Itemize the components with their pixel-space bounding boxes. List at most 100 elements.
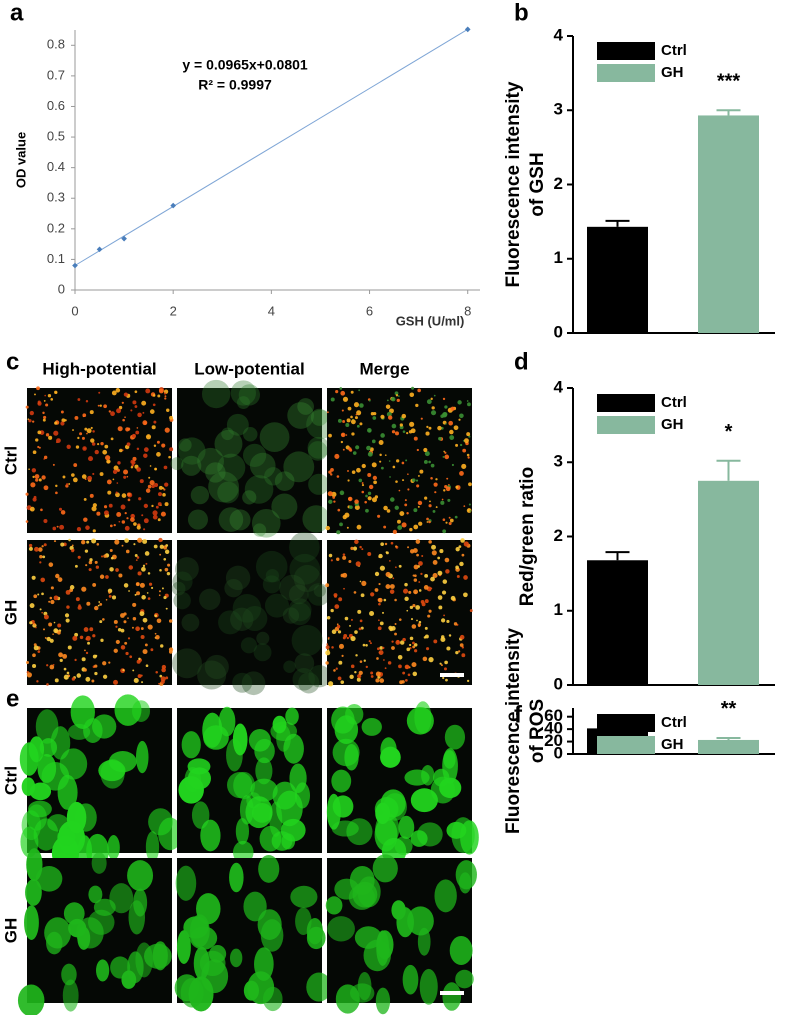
cell-signal (271, 493, 298, 520)
cell-signal (137, 571, 142, 576)
cell-signal (157, 502, 162, 506)
cell-signal (157, 394, 161, 398)
cell-signal (325, 583, 330, 588)
cell (175, 865, 197, 901)
cell-signal (90, 426, 93, 430)
cell-signal (115, 568, 119, 572)
cell-signal (67, 645, 72, 650)
cell-signal (83, 627, 89, 632)
cell-signal (347, 496, 353, 502)
y-tick-label: 1 (554, 600, 563, 619)
cell-signal (340, 440, 344, 444)
cell-signal (66, 605, 70, 609)
cell-signal (143, 503, 149, 509)
cell-signal (123, 475, 127, 479)
cell-signal (151, 504, 154, 508)
cell (132, 700, 151, 722)
cell-signal (444, 454, 450, 460)
panel-letter: f (514, 701, 523, 728)
cell-signal (467, 402, 471, 407)
cell-signal (383, 525, 387, 529)
cell-signal (428, 426, 432, 430)
row-label: GH (1, 600, 20, 626)
cell-signal (92, 472, 95, 476)
cell-signal (302, 505, 330, 533)
cell-signal (336, 623, 339, 626)
cell (127, 860, 154, 891)
cell-signal (399, 511, 405, 517)
cell-signal (307, 583, 331, 606)
cell-signal (445, 423, 447, 425)
cell-signal (50, 586, 54, 590)
cell-signal (57, 623, 62, 628)
cell-signal (126, 442, 131, 447)
cell-signal (369, 611, 375, 617)
micrograph (27, 540, 172, 685)
cell-signal (335, 667, 338, 670)
y-tick-label: 0.2 (47, 220, 65, 235)
cell (334, 715, 359, 744)
cell-signal (347, 470, 349, 472)
cell-signal (380, 433, 385, 438)
cell (21, 777, 36, 796)
cell-signal (124, 641, 128, 645)
cell (25, 879, 42, 906)
cell-signal (426, 425, 429, 429)
cell-signal (343, 633, 348, 638)
cell-signal (88, 568, 92, 572)
cell-signal (108, 661, 111, 664)
cell-signal (109, 548, 113, 553)
cell-signal (466, 432, 471, 437)
cell-signal (29, 506, 35, 512)
cell-signal (327, 491, 333, 497)
cell-signal (308, 473, 330, 495)
cell-signal (399, 680, 403, 685)
cell-signal (140, 635, 145, 640)
cell (442, 982, 462, 1011)
cell-signal (380, 542, 384, 546)
cell-signal (391, 646, 395, 650)
cell-signal (94, 605, 99, 611)
bar (698, 480, 759, 685)
cell-signal (327, 649, 330, 652)
cell-signal (342, 419, 346, 423)
cell-signal (325, 650, 331, 656)
cell-signal (69, 585, 75, 590)
cell-signal (443, 614, 446, 617)
cell (446, 821, 467, 839)
cell-signal (308, 665, 331, 688)
cell-signal (103, 505, 108, 509)
cell-signal (408, 590, 412, 594)
y-axis-label: Fluorescence intensity (503, 81, 524, 287)
cell-signal (38, 478, 42, 482)
cell-signal (166, 408, 170, 412)
x-tick-label: 6 (366, 303, 373, 318)
cell (180, 977, 204, 1008)
cell-signal (390, 541, 394, 545)
cell-signal (94, 449, 99, 455)
y-tick-label: 0 (58, 281, 65, 296)
cell (372, 854, 398, 883)
cell-signal (218, 610, 243, 635)
cell-signal (115, 491, 118, 494)
cell-signal (383, 505, 388, 511)
cell-signal (83, 517, 88, 522)
cell-signal (366, 445, 371, 451)
cell-signal (398, 618, 402, 621)
cell-signal (32, 653, 36, 658)
cell (391, 900, 406, 920)
cell-signal (365, 665, 369, 669)
cell-signal (100, 441, 104, 446)
cell-signal (95, 565, 100, 569)
cell-signal (468, 435, 471, 438)
cell-signal (92, 430, 95, 433)
y-tick-label: 2 (554, 526, 563, 545)
cell-signal (34, 393, 36, 396)
cell-signal (253, 643, 272, 662)
cell-signal (142, 649, 148, 655)
cell-signal (121, 520, 126, 524)
cell-signal (56, 438, 61, 443)
cell-signal (83, 497, 87, 501)
cell-signal (118, 573, 123, 578)
cell-signal (252, 523, 267, 537)
